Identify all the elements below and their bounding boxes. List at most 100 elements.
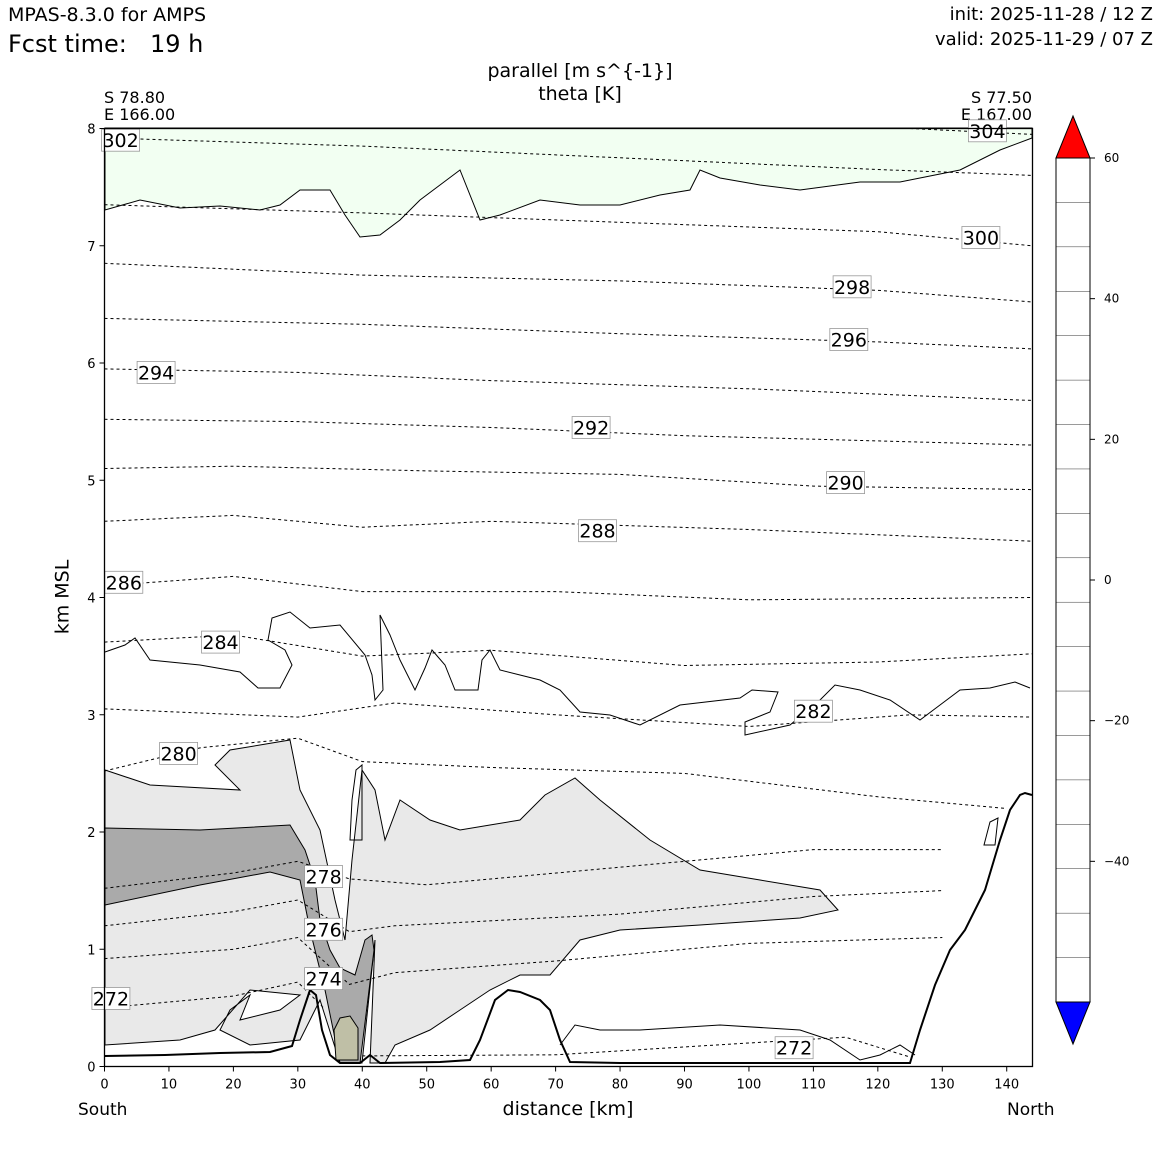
theta-contour-label: 302 bbox=[102, 130, 138, 152]
x-tick-label: 120 bbox=[865, 1078, 890, 1093]
wind-contour-low-right bbox=[559, 1024, 916, 1061]
theta-label-box bbox=[304, 967, 344, 990]
x-tick-label: 40 bbox=[354, 1078, 371, 1093]
theta-contour-282-6 bbox=[104, 702, 1033, 728]
theta-contour-label: 304 bbox=[969, 121, 1005, 143]
theta-contour-272-1 bbox=[362, 1036, 911, 1058]
x-tick-label: 10 bbox=[161, 1078, 178, 1093]
theta-contour-label: 300 bbox=[963, 228, 999, 250]
x-tick-label: 0 bbox=[100, 1078, 108, 1093]
valid-time: valid: 2025-11-29 / 07 Z bbox=[935, 29, 1153, 50]
wind-contour-coast bbox=[983, 817, 999, 846]
theta-contour-label: 280 bbox=[160, 743, 196, 765]
theta-label-box bbox=[826, 471, 865, 495]
theta-label-box bbox=[159, 742, 199, 765]
wind-contour-mid-left bbox=[104, 611, 1031, 736]
y-tick-label: 2 bbox=[87, 826, 95, 841]
colorbar-extend-min bbox=[1055, 1001, 1091, 1046]
colorbar-extend-max bbox=[1055, 114, 1091, 159]
colorbar-tick-label: 20 bbox=[1104, 432, 1119, 446]
theta-contour-288-9 bbox=[104, 514, 1033, 542]
colorbar-frame bbox=[1055, 157, 1091, 1003]
theta-contour-278-4 bbox=[104, 849, 943, 889]
theta-contour-label: 294 bbox=[138, 362, 174, 384]
wind-contour-column bbox=[349, 763, 363, 841]
colorbar: 60 40 20 0 −20 −40 bbox=[1055, 114, 1129, 1046]
right-endpoint-lat: S 77.50 bbox=[970, 88, 1032, 107]
north-direction-label: North bbox=[1007, 1100, 1055, 1120]
theta-label-box bbox=[571, 416, 611, 439]
x-tick-label: 20 bbox=[225, 1078, 242, 1093]
chart-title: parallel [m s^{-1}] bbox=[487, 60, 673, 82]
wind-fill-positive-light bbox=[104, 739, 839, 1064]
y-tick-label: 3 bbox=[87, 709, 95, 724]
theta-contour-label: 274 bbox=[305, 969, 341, 991]
y-tick-label: 7 bbox=[87, 240, 95, 255]
theta-contour-284-7 bbox=[104, 634, 1033, 667]
theta-contour-label: 272 bbox=[93, 989, 129, 1011]
theta-contour-274-2 bbox=[104, 936, 943, 985]
theta-label-box bbox=[774, 1036, 814, 1060]
theta-contour-label: 278 bbox=[305, 867, 341, 889]
theta-contour-286-8 bbox=[104, 575, 1033, 601]
theta-label-box bbox=[304, 917, 344, 941]
y-tick-label: 1 bbox=[87, 943, 95, 958]
theta-contour-label: 286 bbox=[106, 572, 142, 594]
y-tick-label: 5 bbox=[87, 474, 95, 489]
x-tick-label: 70 bbox=[547, 1078, 564, 1093]
theta-contour-272-0 bbox=[104, 981, 324, 1009]
theta-label-box bbox=[968, 119, 1007, 143]
theta-contour-292-11 bbox=[104, 418, 1033, 446]
x-tick-label: 60 bbox=[483, 1078, 500, 1093]
y-tick-label: 0 bbox=[87, 1061, 95, 1076]
theta-label-box bbox=[578, 519, 617, 543]
theta-contour-290-10 bbox=[104, 465, 1033, 491]
x-tick-label: 90 bbox=[676, 1078, 693, 1093]
theta-contour-280-5 bbox=[104, 737, 1007, 809]
x-tick-label: 80 bbox=[612, 1078, 629, 1093]
x-axis-label: distance [km] bbox=[502, 1098, 634, 1120]
x-tick-label: 100 bbox=[737, 1078, 762, 1093]
theta-label-box bbox=[136, 360, 176, 384]
theta-contour-label: 282 bbox=[795, 701, 831, 723]
colorbar-tick-label: −40 bbox=[1104, 854, 1129, 868]
theta-contour-label: 292 bbox=[573, 418, 609, 440]
theta-label-box bbox=[201, 630, 240, 654]
y-axis: 0 1 2 3 4 5 6 7 8 bbox=[87, 123, 105, 1076]
theta-contour-label: 272 bbox=[776, 1038, 812, 1060]
theta-contour-294-12 bbox=[104, 368, 1033, 401]
colorbar-tick-label: 40 bbox=[1104, 292, 1119, 306]
theta-contour-label: 288 bbox=[579, 521, 615, 543]
theta-contour-label: 284 bbox=[202, 632, 238, 654]
theta-label-box bbox=[794, 699, 833, 723]
x-tick-label: 130 bbox=[930, 1078, 955, 1093]
wind-fill-positive-core bbox=[333, 1015, 359, 1061]
theta-contours-layer: 272 272 274 276 278 280 282 284 286 288 290 292 294 2… bbox=[91, 119, 1033, 1060]
x-axis: 0 10 20 30 40 50 60 70 80 90 100 110 120 130 140 bbox=[100, 1066, 1019, 1093]
theta-contour-label: 298 bbox=[834, 277, 870, 299]
fcst-time-label: Fcst time: bbox=[8, 30, 127, 58]
x-tick-label: 30 bbox=[290, 1078, 307, 1093]
chart-subtitle: theta [K] bbox=[538, 83, 622, 105]
colorbar-tick-label: 0 bbox=[1104, 573, 1112, 587]
y-tick-label: 8 bbox=[87, 123, 95, 138]
theta-label-box bbox=[101, 128, 140, 152]
left-endpoint-lat: S 78.80 bbox=[104, 88, 166, 107]
x-tick-label: 110 bbox=[801, 1078, 826, 1093]
theta-label-box bbox=[91, 987, 131, 1010]
y-tick-label: 4 bbox=[87, 592, 95, 607]
theta-label-box bbox=[961, 226, 1001, 249]
theta-contour-298-14 bbox=[104, 262, 1033, 303]
right-endpoint-lon: E 167.00 bbox=[960, 105, 1032, 124]
theta-contour-label: 290 bbox=[827, 473, 863, 495]
init-time: init: 2025-11-28 / 12 Z bbox=[949, 4, 1153, 25]
theta-label-box bbox=[832, 275, 872, 299]
model-title: MPAS-8.3.0 for AMPS bbox=[8, 4, 207, 26]
theta-label-box bbox=[304, 865, 344, 888]
south-direction-label: South bbox=[78, 1100, 128, 1120]
colorbar-tick-label: −20 bbox=[1104, 714, 1129, 728]
theta-contour-300-15 bbox=[104, 204, 1033, 247]
x-tick-label: 140 bbox=[994, 1078, 1019, 1093]
x-tick-label: 50 bbox=[418, 1078, 435, 1093]
